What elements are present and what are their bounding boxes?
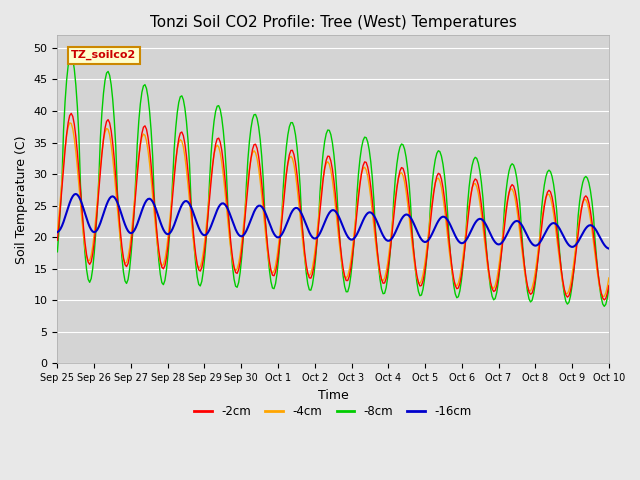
Title: Tonzi Soil CO2 Profile: Tree (West) Temperatures: Tonzi Soil CO2 Profile: Tree (West) Temp… (150, 15, 516, 30)
Text: TZ_soilco2: TZ_soilco2 (71, 50, 136, 60)
X-axis label: Time: Time (318, 389, 349, 402)
Legend: -2cm, -4cm, -8cm, -16cm: -2cm, -4cm, -8cm, -16cm (189, 401, 477, 423)
Y-axis label: Soil Temperature (C): Soil Temperature (C) (15, 135, 28, 264)
